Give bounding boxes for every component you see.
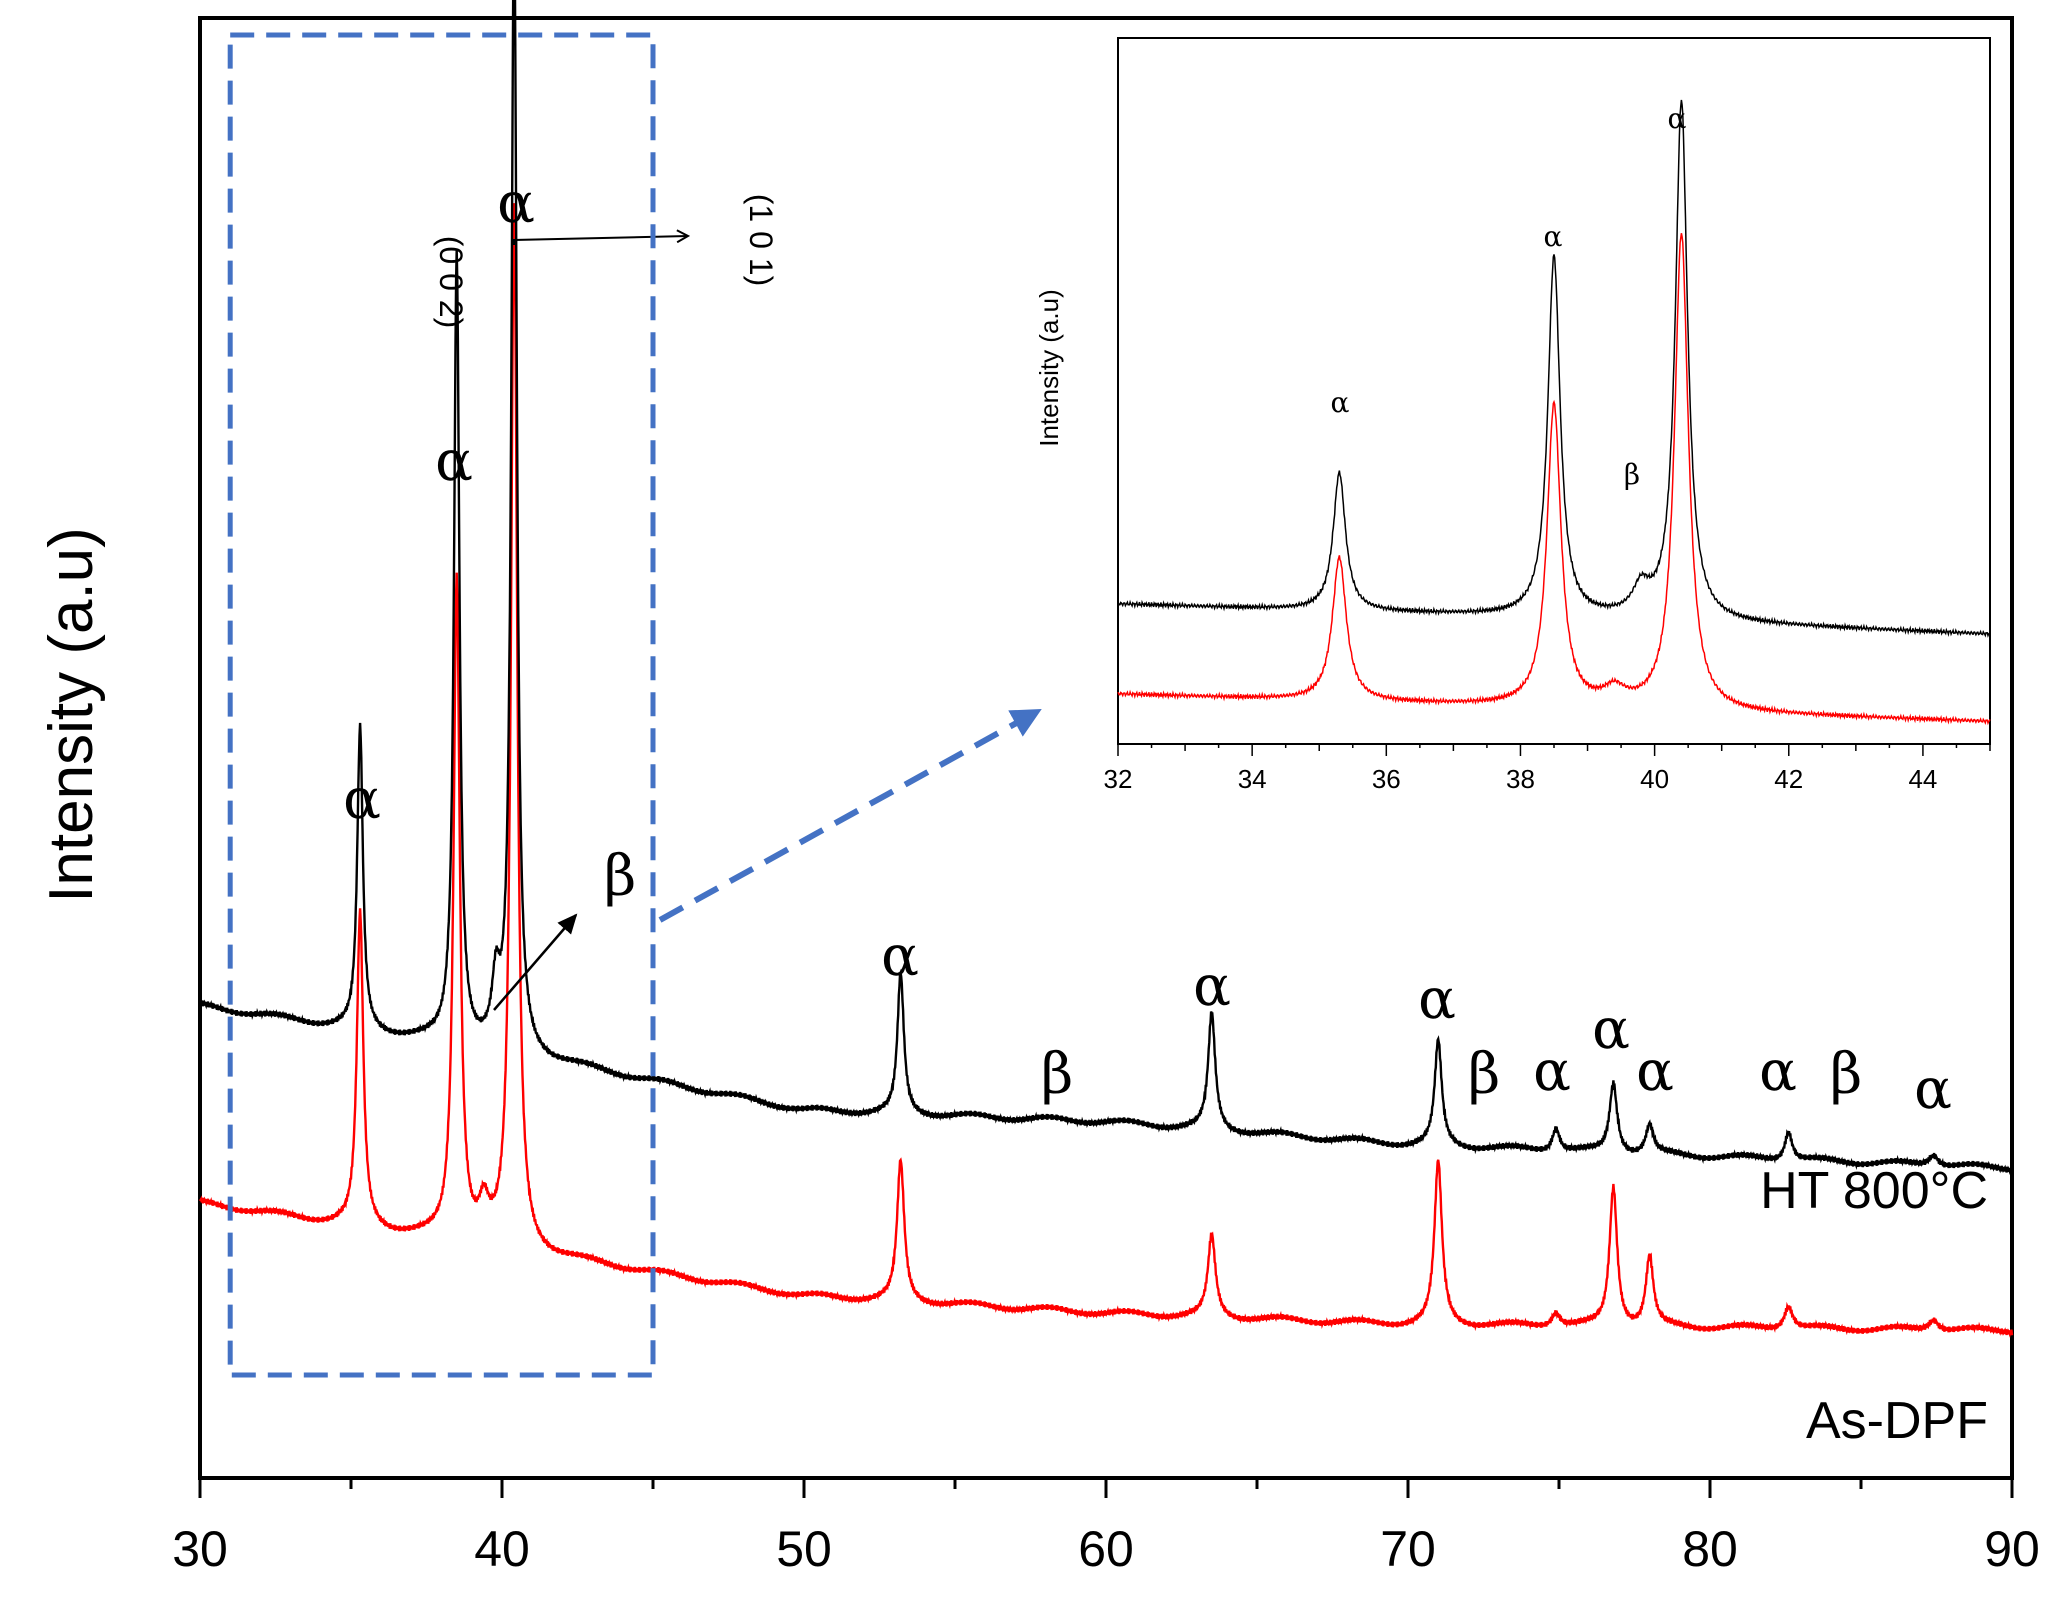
peak-label-alpha-77: α (1592, 997, 1630, 1062)
zoom-region-box (227, 32, 656, 1378)
x-tick-label: 70 (1380, 1521, 1436, 1577)
main-annotations: α α (0 0 2) α (1 0 1) β α β α α β α α α … (343, 171, 1952, 1122)
arrow-101-icon (513, 236, 688, 245)
series-line (199, 0, 2014, 1176)
main-y-axis-label: Intensity (a.u) (37, 527, 106, 903)
zoom-arrow-icon (658, 707, 1042, 923)
inset-x-tick-label: 40 (1640, 764, 1669, 794)
series-line (199, 203, 2014, 1339)
x-tick-label: 30 (172, 1521, 228, 1577)
peak-label-alpha-63: α (1193, 954, 1231, 1019)
inset-peak-label-alpha-38: α (1544, 220, 1563, 253)
inset-x-tick-label: 36 (1372, 764, 1401, 794)
inset-peak-label-alpha-35: α (1331, 386, 1350, 419)
inset-peak-label-beta-40: β (1624, 458, 1640, 491)
x-tick-label: 40 (474, 1521, 530, 1577)
x-tick-label: 90 (1984, 1521, 2040, 1577)
inset-x-tick-label: 44 (1908, 764, 1937, 794)
peak-label-beta-85: β (1830, 1042, 1862, 1107)
peak-label-alpha-35: α (343, 767, 381, 832)
main-series-group (199, 0, 2014, 1339)
inset-x-tick-label: 38 (1506, 764, 1535, 794)
peak-label-beta-inset-arrow: β (604, 844, 636, 909)
inset-x-tick-label: 42 (1774, 764, 1803, 794)
series-label-ht800: HT 800°C (1760, 1162, 1988, 1220)
inset-series-line (1117, 99, 1991, 638)
inset-y-axis-label: Intensity (a.u) (1034, 289, 1064, 447)
peak-label-beta-72: β (1468, 1042, 1500, 1107)
inset-chart: 32 34 36 38 40 42 44 Intensity (a.u) α α β α (1034, 37, 1991, 794)
series-label-as-dpf: As-DPF (1806, 1392, 1988, 1450)
peak-label-alpha-87: α (1914, 1057, 1952, 1122)
peak-label-alpha-75: α (1533, 1039, 1571, 1104)
peak-label-beta-58: β (1041, 1042, 1073, 1107)
inset-peak-label-alpha-40: α (1668, 102, 1687, 135)
inset-x-axis: 32 34 36 38 40 42 44 (1104, 744, 1991, 794)
plane-label-002: (0 0 2) (433, 236, 469, 328)
peak-label-alpha-40: α (497, 171, 535, 236)
arrow-beta-icon (493, 913, 578, 1011)
peak-label-alpha-71: α (1418, 967, 1456, 1032)
peak-label-alpha-83: α (1759, 1039, 1797, 1104)
peak-label-alpha-53: α (881, 924, 919, 989)
inset-x-tick-label: 32 (1104, 764, 1133, 794)
inset-series-group (1117, 99, 1991, 726)
x-tick-label: 50 (776, 1521, 832, 1577)
peak-label-alpha-38: α (435, 429, 473, 494)
plane-label-101: (1 0 1) (743, 194, 779, 286)
x-tick-label: 60 (1078, 1521, 1134, 1577)
main-x-axis: 30 40 50 60 70 80 90 (172, 1478, 2040, 1577)
inset-x-tick-label: 34 (1238, 764, 1267, 794)
peak-label-alpha-78: α (1636, 1039, 1674, 1104)
inset-plot-frame (1117, 37, 1991, 745)
inset-series-line (1117, 233, 1991, 726)
x-tick-label: 80 (1682, 1521, 1738, 1577)
